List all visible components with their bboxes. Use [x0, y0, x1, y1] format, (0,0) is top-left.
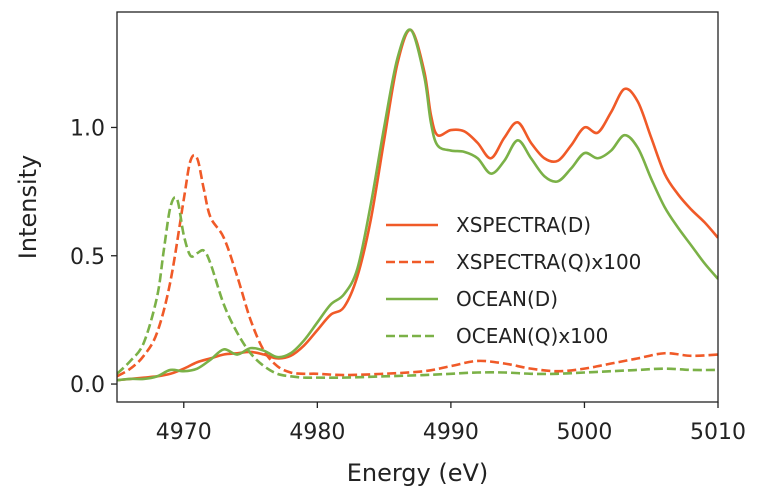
x-tick-label: 5000 [556, 420, 612, 445]
plot-lines [117, 28, 718, 382]
x-tick-label: 4970 [156, 420, 212, 445]
y-axis: 0.0 0.5 1.0 [70, 116, 117, 398]
x-tick-label: 4990 [423, 420, 479, 445]
y-tick-label: 1.0 [70, 116, 105, 141]
legend-label-ocean-d: OCEAN(D) [456, 287, 558, 311]
x-axis: 4970 4980 4990 5000 5010 [156, 402, 746, 445]
legend: XSPECTRA(D) XSPECTRA(Q)x100 OCEAN(D) OCEAN(… [386, 213, 641, 348]
series-line-xspectra-d [117, 28, 718, 382]
y-tick-label: 0.5 [70, 245, 105, 270]
y-tick-label: 0.0 [70, 373, 105, 398]
legend-label-xspectra-d: XSPECTRA(D) [456, 213, 591, 237]
x-axis-label: Energy (eV) [347, 459, 489, 487]
series-line-ocean-q-x100 [117, 196, 718, 380]
x-tick-label: 4980 [289, 420, 345, 445]
plot-frame [116, 11, 719, 403]
series-line-ocean-d [117, 28, 718, 382]
series-line-xspectra-q-x100 [117, 153, 718, 378]
legend-label-xspectra-q-x100: XSPECTRA(Q)x100 [456, 250, 641, 274]
y-axis-label: Intensity [14, 155, 42, 259]
legend-label-ocean-q-x100: OCEAN(Q)x100 [456, 324, 608, 348]
x-tick-label: 5010 [690, 420, 746, 445]
